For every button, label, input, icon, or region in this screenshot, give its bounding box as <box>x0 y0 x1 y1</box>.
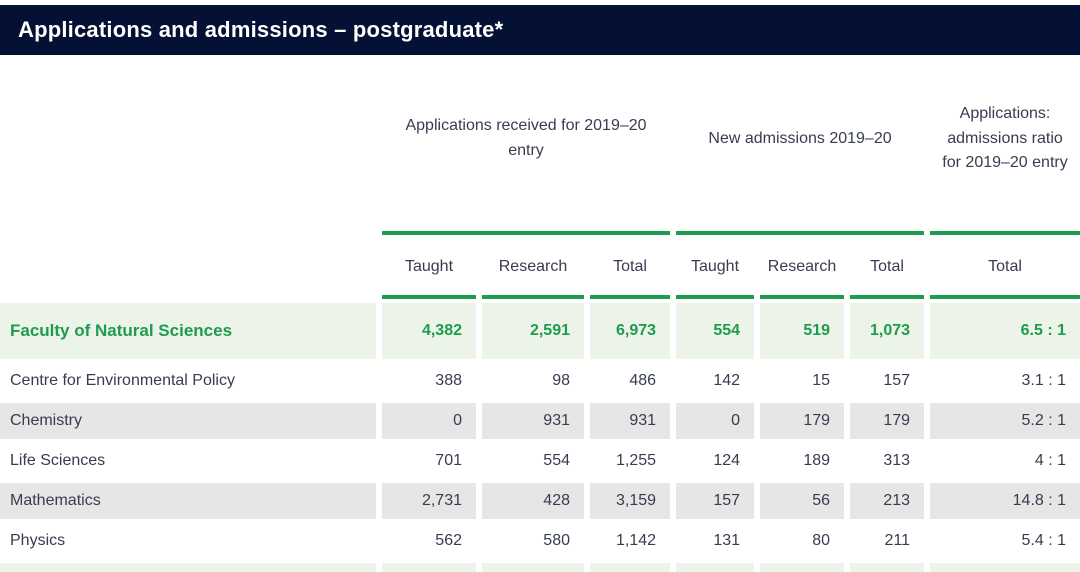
value-cell: 213 <box>850 483 925 519</box>
value-cell: 80 <box>812 532 831 549</box>
value-cell: 1,073 <box>850 303 925 359</box>
cutoff-cell <box>482 563 584 572</box>
sub-header-total-admissions: Total <box>850 239 925 299</box>
sub-header-research-admissions: Research <box>760 239 845 299</box>
sub-header-taught-admissions: Taught <box>676 239 755 299</box>
value-cell: 3.1 : 1 <box>1021 372 1067 389</box>
row-label: Faculty of Natural Sciences <box>0 303 376 359</box>
row-label: Mathematics <box>0 483 376 519</box>
value-cell: 562 <box>435 532 462 549</box>
table-row: Physics 562 580 1,142 131 80 211 5.4 : 1 <box>0 523 1080 559</box>
header-spacer <box>0 239 376 299</box>
sub-header-research-applications: Research <box>482 239 584 299</box>
value-cell: 179 <box>850 403 925 439</box>
value-cell: 931 <box>590 403 671 439</box>
header-spacer <box>0 59 376 235</box>
row-label: Chemistry <box>0 403 376 439</box>
value-cell: 124 <box>713 452 741 469</box>
sub-header-taught-applications: Taught <box>382 239 476 299</box>
value-cell: 15 <box>812 372 831 389</box>
value-cell: 313 <box>883 452 911 469</box>
value-cell: 5.4 : 1 <box>1021 532 1067 549</box>
row-label: Life Sciences <box>10 452 106 469</box>
value-cell: 1,142 <box>615 532 657 549</box>
title-bar: Applications and admissions – postgradua… <box>0 5 1080 55</box>
value-cell: 179 <box>760 403 845 439</box>
page-title: Applications and admissions – postgradua… <box>18 17 504 42</box>
value-cell: 554 <box>543 452 570 469</box>
value-cell: 701 <box>435 452 462 469</box>
value-cell: 486 <box>629 372 657 389</box>
value-cell: 157 <box>883 372 911 389</box>
table-row: Life Sciences 701 554 1,255 124 189 313 4 : 1 <box>0 443 1080 479</box>
value-cell: 554 <box>676 303 755 359</box>
value-cell: 211 <box>884 532 911 549</box>
value-cell: 14.8 : 1 <box>930 483 1080 519</box>
table-row: Centre for Environmental Policy 388 98 486 1… <box>0 363 1080 399</box>
value-cell: 428 <box>482 483 584 519</box>
cutoff-cell <box>590 563 671 572</box>
cutoff-cell <box>760 563 845 572</box>
value-cell: 6.5 : 1 <box>930 303 1080 359</box>
value-cell: 2,591 <box>482 303 584 359</box>
cutoff-row <box>0 563 1080 572</box>
value-cell: 0 <box>676 403 755 439</box>
table-row: Faculty of Natural Sciences 4,382 2,591 6,9… <box>0 303 1080 359</box>
cutoff-cell <box>0 563 376 572</box>
table-row: Chemistry 0 931 931 0 179 179 5.2 : 1 <box>0 403 1080 439</box>
value-cell: 98 <box>552 372 570 389</box>
admissions-table: Applications received for 2019–20 entry … <box>0 55 1080 572</box>
value-cell: 2,731 <box>382 483 476 519</box>
value-cell: 388 <box>435 372 462 389</box>
value-cell: 931 <box>482 403 584 439</box>
sub-header-total-applications: Total <box>590 239 671 299</box>
row-label: Centre for Environmental Policy <box>10 372 235 389</box>
table-row: Mathematics 2,731 428 3,159 157 56 213 14.8 : 1 <box>0 483 1080 519</box>
value-cell: 1,255 <box>615 452 657 469</box>
value-cell: 519 <box>760 303 845 359</box>
value-cell: 142 <box>713 372 741 389</box>
value-cell: 56 <box>760 483 845 519</box>
table-body: Faculty of Natural Sciences 4,382 2,591 6,9… <box>0 303 1080 572</box>
group-header-applications-admissions-ratio: Applications: admissions ratio for 2019–… <box>930 59 1080 235</box>
value-cell: 0 <box>382 403 476 439</box>
value-cell: 131 <box>713 532 741 549</box>
value-cell: 5.2 : 1 <box>930 403 1080 439</box>
group-header-new-admissions: New admissions 2019–20 <box>676 59 925 235</box>
cutoff-cell <box>676 563 755 572</box>
value-cell: 4,382 <box>382 303 476 359</box>
group-header-applications-received: Applications received for 2019–20 entry <box>382 59 671 235</box>
value-cell: 6,973 <box>590 303 671 359</box>
cutoff-cell <box>382 563 476 572</box>
column-group-header-row: Applications received for 2019–20 entry … <box>0 59 1080 235</box>
cutoff-cell <box>930 563 1080 572</box>
row-label: Physics <box>10 532 66 549</box>
value-cell: 3,159 <box>590 483 671 519</box>
cutoff-cell <box>850 563 925 572</box>
value-cell: 580 <box>543 532 570 549</box>
sub-header-total-ratio: Total <box>930 239 1080 299</box>
sub-header-row: Taught Research Total Taught Research To… <box>0 239 1080 299</box>
value-cell: 4 : 1 <box>1034 452 1067 469</box>
value-cell: 189 <box>803 452 831 469</box>
value-cell: 157 <box>676 483 755 519</box>
